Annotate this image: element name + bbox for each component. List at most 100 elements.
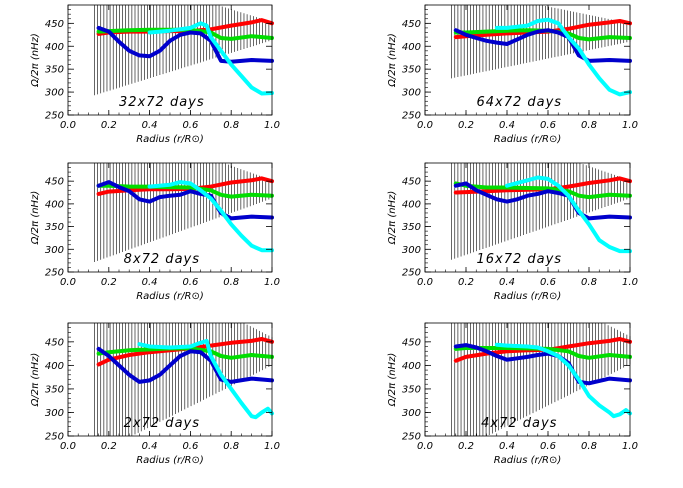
y-tick-label: 400 (45, 42, 64, 53)
y-tick-label: 300 (45, 245, 64, 256)
panel-label: 16x72 days (476, 252, 562, 267)
y-tick-label: 300 (402, 88, 421, 99)
x-tick-label: 0.6 (540, 277, 556, 288)
x-axis-label: Radius (r/R⊙) (136, 134, 204, 145)
panel-2: 0.0 0.2 0.4 0.6 0.8 1.0 250 300 350 400 450 Radius … (387, 4, 638, 145)
y-tick-label: 350 (45, 65, 64, 76)
series-line-4 (505, 175, 632, 254)
x-tick-label: 0.2 (101, 120, 117, 131)
x-tick-label: 0.4 (499, 277, 515, 288)
x-tick-label: 0.0 (60, 441, 76, 452)
x-tick-label: 0.8 (581, 441, 597, 452)
x-tick-label: 0.4 (142, 441, 158, 452)
x-tick-label: 1.0 (264, 441, 280, 452)
x-tick-label: 0.4 (499, 441, 515, 452)
x-axis-label: Radius (r/R⊙) (494, 291, 562, 302)
x-tick-label: 0.0 (417, 120, 433, 131)
y-tick-label: 250 (402, 268, 421, 279)
y-tick-label: 400 (402, 361, 421, 372)
x-tick-label: 1.0 (622, 441, 638, 452)
x-tick-label: 0.6 (540, 441, 556, 452)
panel-label: 2x72 days (124, 416, 200, 431)
series-line-3 (96, 25, 274, 64)
y-tick-label: 450 (45, 337, 64, 348)
y-tick-label: 250 (45, 111, 64, 122)
series-line-4 (137, 338, 274, 420)
x-tick-label: 0.4 (142, 277, 158, 288)
panel-label: 8x72 days (124, 252, 200, 267)
x-tick-label: 0.2 (458, 277, 474, 288)
y-tick-label: 350 (45, 222, 64, 233)
y-tick-label: 450 (402, 177, 421, 188)
series-line-4 (147, 21, 274, 96)
y-tick-label: 300 (402, 245, 421, 256)
x-tick-label: 0.6 (182, 441, 198, 452)
y-tick-label: 300 (402, 408, 421, 419)
x-tick-label: 0.2 (458, 120, 474, 131)
x-tick-label: 0.0 (60, 120, 76, 131)
error-band (94, 163, 273, 263)
x-tick-label: 0.2 (101, 277, 117, 288)
panel-label: 4x72 days (481, 416, 557, 431)
y-tick-label: 300 (45, 408, 64, 419)
panel-4: 0.0 0.2 0.4 0.6 0.8 1.0 250 300 350 400 450 Radius … (387, 162, 638, 302)
x-tick-label: 0.8 (223, 120, 239, 131)
y-tick-label: 350 (402, 65, 421, 76)
series-line-4 (494, 342, 632, 419)
y-tick-label: 450 (402, 19, 421, 30)
y-tick-label: 400 (45, 361, 64, 372)
panel-label: 32x72 days (119, 95, 205, 110)
panel-1: 0.0 0.2 0.4 0.6 0.8 1.0 250 300 350 400 450 Radius … (30, 4, 280, 145)
y-tick-label: 450 (45, 19, 64, 30)
panel-5: 0.0 0.2 0.4 0.6 0.8 1.0 250 300 350 400 450 Radius … (30, 322, 280, 466)
x-axis-label: Radius (r/R⊙) (494, 134, 562, 145)
x-tick-label: 0.2 (101, 441, 117, 452)
x-axis-label: Radius (r/R⊙) (494, 455, 562, 466)
series-line-2 (96, 183, 274, 199)
x-tick-label: 0.0 (60, 277, 76, 288)
x-tick-label: 0.2 (458, 441, 474, 452)
x-tick-label: 0.8 (581, 120, 597, 131)
y-axis-label: Ω/2π (nHz) (387, 353, 398, 407)
x-tick-label: 0.8 (223, 277, 239, 288)
x-axis-label: Radius (r/R⊙) (136, 455, 204, 466)
y-axis-label: Ω/2π (nHz) (30, 33, 41, 87)
error-band (94, 5, 273, 96)
x-tick-label: 0.6 (182, 120, 198, 131)
panel-6: 0.0 0.2 0.4 0.6 0.8 1.0 250 300 350 400 450 Radius … (387, 322, 638, 466)
x-tick-label: 1.0 (264, 120, 280, 131)
y-tick-label: 450 (45, 177, 64, 188)
y-tick-label: 450 (402, 337, 421, 348)
error-band (94, 323, 273, 436)
y-axis-label: Ω/2π (nHz) (387, 33, 398, 87)
y-tick-label: 400 (402, 199, 421, 210)
series-line-2 (453, 181, 632, 200)
series-line-3 (453, 343, 632, 386)
x-tick-label: 1.0 (264, 277, 280, 288)
y-tick-label: 350 (402, 384, 421, 395)
y-axis-label: Ω/2π (nHz) (30, 191, 41, 245)
x-tick-label: 0.4 (142, 120, 158, 131)
y-axis-label: Ω/2π (nHz) (30, 353, 41, 407)
series-line-4 (494, 17, 632, 97)
y-tick-label: 350 (402, 222, 421, 233)
y-tick-label: 300 (45, 88, 64, 99)
x-tick-label: 0.0 (417, 441, 433, 452)
series-line-4 (147, 180, 274, 253)
x-tick-label: 0.4 (499, 120, 515, 131)
x-tick-label: 0.6 (182, 277, 198, 288)
x-axis-label: Radius (r/R⊙) (136, 291, 204, 302)
y-tick-label: 250 (402, 111, 421, 122)
y-tick-label: 250 (45, 268, 64, 279)
y-tick-label: 400 (45, 199, 64, 210)
panel-3: 0.0 0.2 0.4 0.6 0.8 1.0 250 300 350 400 450 Radius … (30, 162, 280, 302)
x-tick-label: 0.6 (540, 120, 556, 131)
x-tick-label: 0.8 (581, 277, 597, 288)
y-tick-label: 350 (45, 384, 64, 395)
y-tick-label: 250 (402, 432, 421, 443)
y-axis-label: Ω/2π (nHz) (387, 191, 398, 245)
y-tick-label: 250 (45, 432, 64, 443)
x-tick-label: 1.0 (622, 277, 638, 288)
error-band (451, 5, 631, 79)
